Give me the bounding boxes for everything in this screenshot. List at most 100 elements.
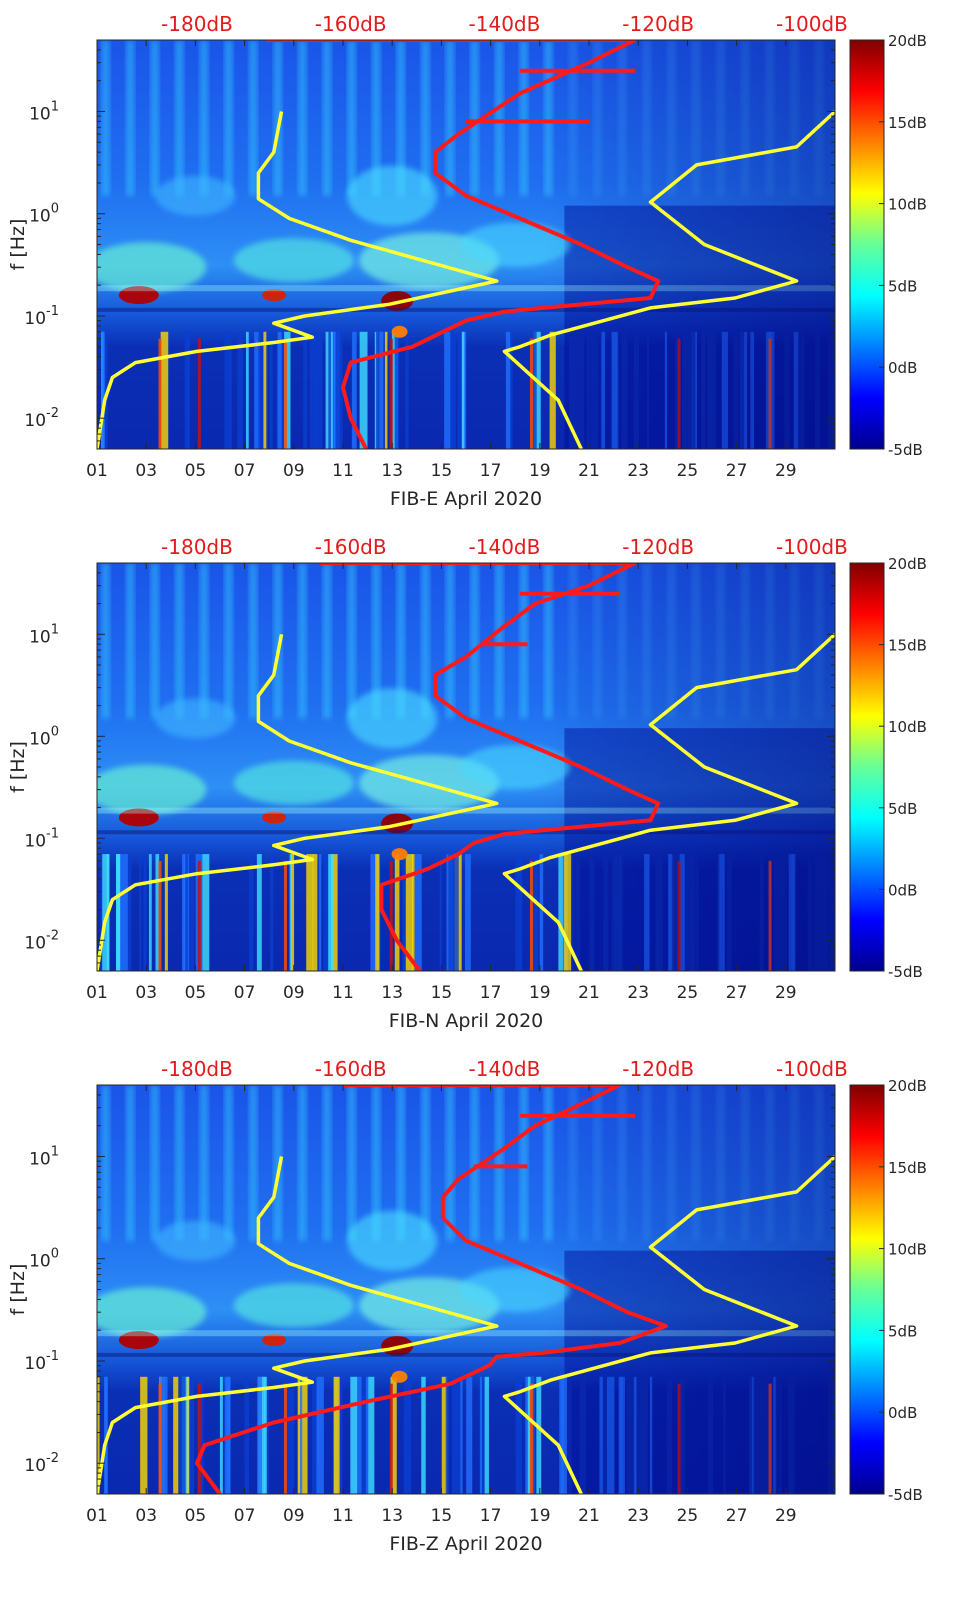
x-tick-label: 27 xyxy=(726,983,748,1003)
x-tick-label: 23 xyxy=(627,983,649,1003)
colorbar-tick-label: 0dB xyxy=(888,359,917,377)
x-tick-label: 09 xyxy=(283,983,305,1003)
top-db-label: -100dB xyxy=(776,1057,848,1081)
colorbar: 20dB 15dB 10dB 5dB 0dB -5dB xyxy=(849,1077,927,1504)
x-tick-label: 25 xyxy=(677,1506,699,1526)
x-tick-label: 13 xyxy=(381,983,403,1003)
x-tick-label: 17 xyxy=(480,461,502,481)
x-tick-label: 17 xyxy=(480,1506,502,1526)
x-tick-label: 15 xyxy=(431,983,453,1003)
overlay-curves xyxy=(97,1085,835,1494)
x-axis-title: FIB-N April 2020 xyxy=(389,1010,544,1032)
x-tick-label: 11 xyxy=(332,983,354,1003)
x-tick-label: 21 xyxy=(578,1506,600,1526)
x-tick-label: 29 xyxy=(775,1506,797,1526)
y-tick-label: 101 xyxy=(29,99,59,124)
x-tick-label: 27 xyxy=(726,1506,748,1526)
colorbar-tick-label: 5dB xyxy=(888,800,917,818)
x-tick-label: 09 xyxy=(283,461,305,481)
colorbar-tick-label: -5dB xyxy=(888,1486,923,1504)
y-tick-label: 100 xyxy=(29,202,59,227)
x-tick-label: 07 xyxy=(234,461,256,481)
spectrogram-panel-1: 01 03 05 07 09 11 13 15 17 19 21 23 25 27 29 FIB-E Apri… xyxy=(7,12,927,510)
y-tick-label: 10-2 xyxy=(24,406,59,431)
top-db-label: -100dB xyxy=(776,535,848,559)
y-axis-title: f [Hz] xyxy=(7,1264,29,1316)
yellow-curve-2 xyxy=(502,110,835,449)
y-tick-label: 100 xyxy=(29,724,59,749)
red-curve-3 xyxy=(379,563,661,971)
top-db-label: -120dB xyxy=(622,1057,694,1081)
top-db-label: -160dB xyxy=(315,535,387,559)
x-tick-label: 03 xyxy=(135,461,157,481)
yellow-curve-1 xyxy=(97,1156,499,1494)
top-db-label: -140dB xyxy=(469,1057,541,1081)
spectrogram-panel-3: 01 03 05 07 09 11 13 15 17 19 21 23 25 27 29 FIB-Z Apri… xyxy=(7,1057,927,1555)
x-tick-label: 07 xyxy=(234,1506,256,1526)
colorbar-tick-label: 15dB xyxy=(888,1159,927,1177)
top-db-label: -140dB xyxy=(469,535,541,559)
x-tick-label: 13 xyxy=(381,1506,403,1526)
x-tick-label: 07 xyxy=(234,983,256,1003)
x-tick-label: 01 xyxy=(86,461,108,481)
x-tick-label: 21 xyxy=(578,983,600,1003)
yellow-curve-1 xyxy=(97,633,499,971)
top-db-label: -180dB xyxy=(161,535,233,559)
x-tick-label: 29 xyxy=(775,461,797,481)
top-db-label: -160dB xyxy=(315,12,387,36)
colorbar-tick-label: -5dB xyxy=(888,963,923,981)
x-tick-label: 23 xyxy=(627,461,649,481)
colorbar-tick-label: 10dB xyxy=(888,196,927,214)
x-tick-label: 11 xyxy=(332,461,354,481)
top-db-label: -120dB xyxy=(622,535,694,559)
x-axis-title: FIB-Z April 2020 xyxy=(389,1533,542,1555)
x-tick-label: 29 xyxy=(775,983,797,1003)
y-tick-label: 100 xyxy=(29,1247,59,1272)
x-tick-label: 25 xyxy=(677,461,699,481)
y-tick-label: 10-2 xyxy=(24,928,59,953)
colorbar-tick-label: 15dB xyxy=(888,114,927,132)
x-tick-label: 11 xyxy=(332,1506,354,1526)
x-tick-label: 23 xyxy=(627,1506,649,1526)
colorbar-tick-label: 20dB xyxy=(888,1077,927,1095)
overlay-curves xyxy=(97,40,835,449)
y-tick-label: 101 xyxy=(29,622,59,647)
x-tick-label: 05 xyxy=(185,1506,207,1526)
colorbar-tick-label: 20dB xyxy=(888,555,927,573)
x-tick-label: 09 xyxy=(283,1506,305,1526)
spectrogram-image xyxy=(97,1085,835,1494)
x-axis-title: FIB-E April 2020 xyxy=(390,488,542,510)
colorbar-tick-label: 0dB xyxy=(888,1404,917,1422)
yellow-curve-1 xyxy=(97,111,499,449)
x-tick-label: 17 xyxy=(480,983,502,1003)
y-tick-label: 101 xyxy=(29,1144,59,1169)
x-tick-label: 05 xyxy=(185,983,207,1003)
x-tick-label: 05 xyxy=(185,461,207,481)
colorbar-tick-label: 5dB xyxy=(888,1322,917,1340)
y-tick-label: 10-2 xyxy=(24,1451,59,1476)
colorbar-tick-label: 5dB xyxy=(888,277,917,295)
spectrogram-image xyxy=(97,563,835,971)
x-tick-label: 27 xyxy=(726,461,748,481)
colorbar-tick-label: 10dB xyxy=(888,1241,927,1259)
x-tick-label: 03 xyxy=(135,1506,157,1526)
top-db-label: -100dB xyxy=(776,12,848,36)
x-tick-label: 13 xyxy=(381,461,403,481)
y-tick-label: 10-1 xyxy=(24,826,59,851)
colorbar-tick-label: 0dB xyxy=(888,881,917,899)
y-tick-label: 10-1 xyxy=(24,1349,59,1374)
yellow-curve-2 xyxy=(502,633,835,971)
spectrogram-image xyxy=(97,40,835,449)
colorbar-tick-label: -5dB xyxy=(888,441,923,459)
colorbar-tick-label: 15dB xyxy=(888,637,927,655)
top-db-label: -120dB xyxy=(622,12,694,36)
y-axis-title: f [Hz] xyxy=(7,741,29,793)
y-axis-title: f [Hz] xyxy=(7,219,29,271)
colorbar: 20dB 15dB 10dB 5dB 0dB -5dB xyxy=(849,32,927,459)
top-db-label: -180dB xyxy=(161,12,233,36)
top-db-label: -140dB xyxy=(469,12,541,36)
colorbar-tick-label: 10dB xyxy=(888,718,927,736)
x-tick-label: 19 xyxy=(529,1506,551,1526)
overlay-curves xyxy=(97,563,835,971)
x-tick-label: 01 xyxy=(86,983,108,1003)
